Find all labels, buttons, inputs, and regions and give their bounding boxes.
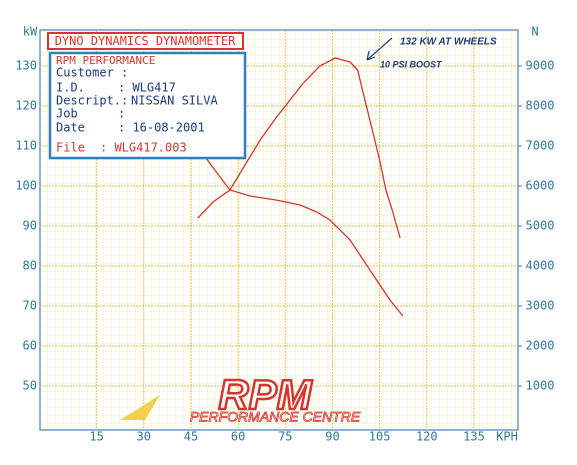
y-tick-label: 80	[23, 259, 37, 273]
info-value: : WLG417	[118, 81, 176, 95]
annotation: 132 KW AT WHEELS	[400, 37, 497, 48]
y2-tick-label: 7000	[526, 139, 555, 153]
info-label: I.D.	[56, 81, 85, 95]
info-value: : WLG417.003	[100, 141, 187, 155]
y-tick-label: 90	[23, 219, 37, 233]
y2-tick-label: 2000	[526, 339, 555, 353]
y-tick-label: 50	[23, 379, 37, 393]
title-box	[47, 32, 244, 50]
logo-mark	[120, 395, 160, 420]
info-label: Customer :	[56, 66, 128, 80]
info-label: Date	[56, 121, 85, 135]
info-value: NISSAN SILVA	[131, 94, 218, 108]
x-tick-label: 75	[278, 430, 292, 444]
info-company: RPM PERFORMANCE	[56, 54, 155, 67]
annotation-arrow	[366, 37, 393, 61]
y2-tick-label: 1000	[526, 379, 555, 393]
y-tick-label: 70	[23, 299, 37, 313]
x-tick-label: 45	[184, 430, 198, 444]
x-tick-label: 60	[231, 430, 245, 444]
y-tick-label: 110	[15, 139, 37, 153]
y-tick-label: 130	[15, 59, 37, 73]
logo-caption: PERFORMANCE CENTRE	[190, 409, 361, 425]
y2-tick-label: 9000	[526, 59, 555, 73]
y-tick-label: 60	[23, 339, 37, 353]
chart-title: DYNO DYNAMICS DYNAMOMETER	[55, 34, 236, 48]
y2-tick-label: 4000	[526, 259, 555, 273]
y-tick-label: 100	[15, 179, 37, 193]
info-box	[48, 51, 247, 160]
y2-tick-label: 6000	[526, 179, 555, 193]
curve	[199, 149, 404, 317]
info-value: :	[118, 107, 125, 121]
y2-tick-label: 8000	[526, 99, 555, 113]
x-tick-label: 30	[137, 430, 151, 444]
y2-tick-label: 5000	[526, 219, 555, 233]
x-tick-label: 120	[416, 430, 438, 444]
y2-axis-label: N	[531, 25, 538, 39]
y2-tick-label: 3000	[526, 299, 555, 313]
x-tick-label: 105	[369, 430, 391, 444]
x-tick-label: 90	[325, 430, 339, 444]
info-label: Job	[56, 107, 78, 121]
y-axis-label: kW	[23, 25, 38, 39]
info-value: : 16-08-2001	[118, 121, 205, 135]
x-tick-label: 135	[463, 430, 485, 444]
y-tick-label: 120	[15, 99, 37, 113]
annotation: 10 PSI BOOST	[380, 59, 443, 69]
info-label: File	[56, 141, 85, 155]
x-axis-label: KPH	[496, 430, 518, 444]
x-tick-label: 15	[89, 430, 103, 444]
logo-rpm: RPM	[218, 371, 312, 418]
curve	[197, 57, 401, 239]
info-label: Descript.:	[56, 94, 128, 108]
